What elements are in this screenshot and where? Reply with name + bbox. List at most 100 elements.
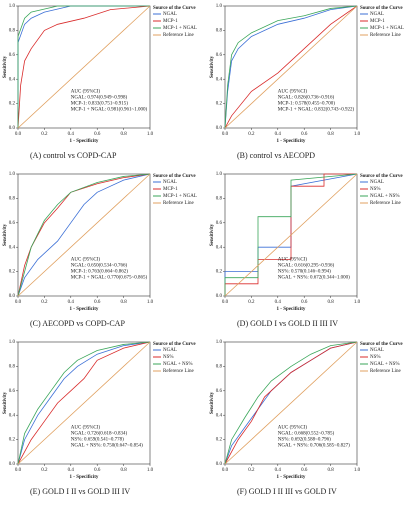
auc-annotation: MCP-1: 0.578(0.455~0.700) (278, 102, 335, 107)
legend-title: Source of the Curve (360, 342, 403, 347)
y-tick-label: 0.0 (216, 126, 223, 131)
legend-title: Source of the Curve (360, 174, 403, 179)
legend-title: Source of the Curve (153, 342, 196, 347)
auc-annotation: NGAL + NS%: 0.750(0.647~0.854) (71, 444, 143, 449)
x-tick-label: 0.4 (275, 300, 282, 305)
y-axis-label: Sensitivity (3, 55, 8, 78)
roc-curve (224, 5, 358, 129)
y-tick-label: 0.6 (216, 389, 223, 394)
legend-label: Reference Line (370, 369, 401, 374)
roc-curve (17, 341, 151, 465)
legend-label: NGAL (370, 180, 384, 185)
y-tick-label: 0.4 (9, 77, 16, 82)
y-tick-label: 0.0 (9, 462, 16, 467)
legend-label: MCP-1 (163, 19, 178, 24)
legend-label: NGAL (163, 348, 177, 353)
panel-caption: (A) control vs COPD-CAP (30, 151, 117, 160)
x-tick-label: 0.2 (248, 132, 255, 137)
auc-annotation: MCP-1 + NGAL: 0.770(0.675~0.865) (71, 276, 148, 281)
x-tick-label: 0.6 (301, 300, 308, 305)
x-tick-label: 0.8 (120, 132, 127, 137)
y-axis-label: Sensitivity (3, 391, 8, 414)
y-tick-label: 0.4 (9, 245, 16, 250)
x-axis-label: 1 - Specificity (277, 475, 306, 480)
panel-caption: (C) AECOPD vs COPD-CAP (30, 319, 125, 328)
y-tick-label: 0.8 (9, 365, 16, 370)
y-tick-label: 0.2 (9, 270, 16, 275)
y-tick-label: 0.2 (9, 102, 16, 107)
x-tick-label: 0.4 (275, 132, 282, 137)
x-axis-label: 1 - Specificity (70, 307, 99, 312)
legend-title: Source of the Curve (360, 6, 403, 11)
panel-caption: (B) control vs AECOPD (237, 151, 315, 160)
legend-label: MCP-1 + NGAL (370, 26, 404, 31)
x-tick-label: 0.6 (94, 132, 101, 137)
x-tick-label: 0.2 (248, 300, 255, 305)
x-tick-label: 1.0 (147, 132, 154, 137)
y-tick-label: 0.4 (9, 413, 16, 418)
y-tick-label: 0.6 (216, 221, 223, 226)
legend-label: Reference Line (163, 369, 194, 374)
x-tick-label: 0.6 (94, 468, 101, 473)
y-tick-label: 0.2 (216, 102, 223, 107)
legend-label: NGAL (370, 12, 384, 17)
x-axis-label: 1 - Specificity (70, 139, 99, 144)
roc-curve (224, 341, 358, 465)
legend-label: NS% (370, 355, 381, 360)
y-tick-label: 0.4 (216, 413, 223, 418)
x-tick-label: 1.0 (147, 300, 154, 305)
auc-annotation: NGAL: 0.726(0.618~0.834) (71, 432, 128, 437)
roc-curve (224, 341, 358, 465)
x-tick-label: 0.4 (68, 300, 75, 305)
roc-curve (224, 173, 357, 296)
roc-curve (17, 341, 151, 465)
y-axis-label: Sensitivity (210, 223, 215, 246)
auc-annotation: NS%: 0.659(0.541~0.778) (71, 438, 124, 443)
x-axis-label: 1 - Specificity (277, 307, 306, 312)
legend-label: NGAL (163, 180, 177, 185)
legend-label: NS% (370, 187, 381, 192)
legend-label: NGAL + NS% (163, 362, 193, 367)
roc-curve (17, 173, 151, 297)
roc-curve (224, 341, 358, 465)
plot-frame (17, 173, 151, 297)
y-tick-label: 0.6 (216, 53, 223, 58)
x-axis-label: 1 - Specificity (70, 475, 99, 480)
legend-label: MCP-1 + NGAL (163, 26, 197, 31)
legend-label: NGAL (370, 348, 384, 353)
x-tick-label: 0.4 (68, 132, 75, 137)
roc-curve (17, 173, 151, 297)
x-tick-label: 0.2 (248, 468, 255, 473)
legend-label: Reference Line (163, 201, 194, 206)
x-tick-label: 1.0 (147, 468, 154, 473)
x-tick-label: 0.8 (120, 300, 127, 305)
y-tick-label: 0.0 (216, 294, 223, 299)
auc-annotation: MCP-1: 0.763(0.664~0.862) (71, 270, 128, 275)
y-tick-label: 0.4 (216, 245, 223, 250)
auc-annotation: NS%: 0.570(0.146~0.994) (278, 270, 331, 275)
y-tick-label: 0.8 (216, 29, 223, 34)
panel-caption: (D) GOLD I vs GOLD II III IV (237, 319, 338, 328)
legend-label: NGAL + NS% (370, 194, 400, 199)
x-tick-label: 0.0 (15, 300, 22, 305)
auc-annotation: NGAL + NS%: 0.706(0.585~0.827) (278, 444, 350, 449)
y-tick-label: 0.8 (9, 197, 16, 202)
x-tick-label: 0.8 (327, 132, 334, 137)
roc-curve (17, 5, 151, 129)
y-tick-label: 0.6 (9, 389, 16, 394)
plot-frame (224, 173, 358, 297)
roc-curve (17, 341, 151, 465)
auc-annotation: NGAL: 0.668(0.552~0.785) (278, 432, 335, 437)
y-tick-label: 0.2 (216, 438, 223, 443)
x-tick-label: 0.2 (41, 300, 48, 305)
panel-caption: (E) GOLD I II vs GOLD III IV (30, 487, 130, 496)
x-tick-label: 0.4 (68, 468, 75, 473)
y-tick-label: 0.6 (9, 221, 16, 226)
plot-frame (224, 5, 358, 129)
auc-annotation: MCP-1 + NGAL: 0.832(0.743~0.922) (278, 108, 355, 113)
roc-curve (224, 5, 358, 129)
roc-curve (224, 173, 358, 297)
x-tick-label: 1.0 (354, 300, 361, 305)
y-tick-label: 1.0 (216, 340, 223, 345)
